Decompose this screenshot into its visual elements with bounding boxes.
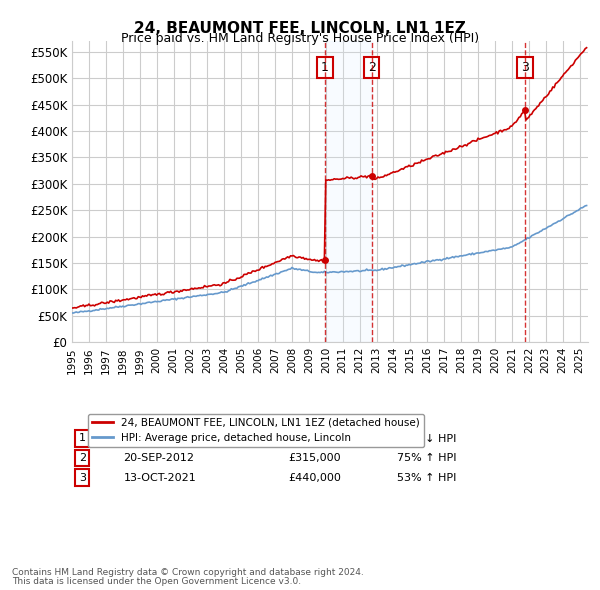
Text: 20-SEP-2012: 20-SEP-2012 [124, 453, 194, 463]
Legend: 24, BEAUMONT FEE, LINCOLN, LN1 1EZ (detached house), HPI: Average price, detache: 24, BEAUMONT FEE, LINCOLN, LN1 1EZ (deta… [88, 414, 424, 447]
Text: 2: 2 [368, 61, 376, 74]
Text: £440,000: £440,000 [289, 473, 341, 483]
Text: Contains HM Land Registry data © Crown copyright and database right 2024.: Contains HM Land Registry data © Crown c… [12, 568, 364, 577]
Text: 13-OCT-2021: 13-OCT-2021 [124, 473, 196, 483]
Text: 11% ↓ HPI: 11% ↓ HPI [397, 434, 457, 444]
Text: 53% ↑ HPI: 53% ↑ HPI [397, 473, 457, 483]
Text: 1: 1 [79, 434, 86, 444]
Text: 3: 3 [521, 61, 529, 74]
Text: 24, BEAUMONT FEE, LINCOLN, LN1 1EZ: 24, BEAUMONT FEE, LINCOLN, LN1 1EZ [134, 21, 466, 35]
Text: 75% ↑ HPI: 75% ↑ HPI [397, 453, 457, 463]
Text: £315,000: £315,000 [289, 453, 341, 463]
Text: £155,000: £155,000 [289, 434, 341, 444]
Text: Price paid vs. HM Land Registry's House Price Index (HPI): Price paid vs. HM Land Registry's House … [121, 32, 479, 45]
Text: 3: 3 [79, 473, 86, 483]
Text: 16-DEC-2009: 16-DEC-2009 [124, 434, 197, 444]
Text: This data is licensed under the Open Government Licence v3.0.: This data is licensed under the Open Gov… [12, 577, 301, 586]
Text: 2: 2 [79, 453, 86, 463]
Bar [325, 41, 372, 342]
Text: 1: 1 [321, 61, 329, 74]
